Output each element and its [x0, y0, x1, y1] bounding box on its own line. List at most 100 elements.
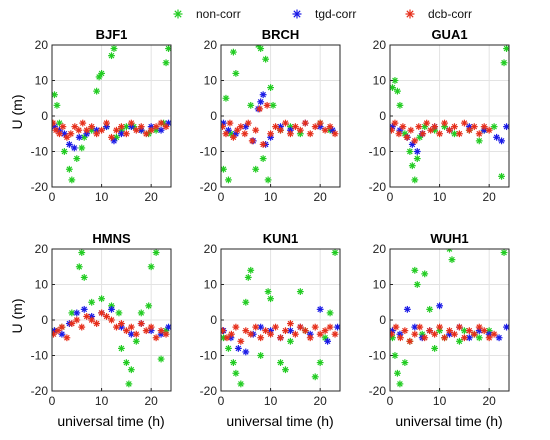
x-tick-label: 0: [218, 394, 225, 408]
point-dcb-corr: [287, 320, 294, 327]
x-tick-label: 10: [433, 190, 447, 204]
point-tgd-corr: [75, 133, 83, 141]
legend: non-corr tgd-corr dcb-corr: [173, 7, 472, 21]
point-dcb-corr: [475, 130, 483, 138]
x-tick-label: 20: [313, 394, 327, 408]
point-dcb-corr: [331, 130, 339, 138]
point-dcb-corr: [311, 123, 319, 131]
legend-marker-dcb-corr: [405, 9, 415, 19]
series-dcb-corr: [221, 101, 339, 148]
point-dcb-corr: [157, 327, 165, 335]
point-dcb-corr: [118, 123, 125, 131]
point-dcb-corr: [137, 320, 145, 327]
point-non-corr: [264, 288, 272, 295]
panel-gua1: GUA1 0 10 20 20 10 0 -10 -20: [369, 27, 510, 204]
point-non-corr: [145, 302, 153, 310]
point-non-corr: [396, 380, 404, 388]
panel-title: GUA1: [431, 27, 467, 42]
point-non-corr: [222, 94, 230, 102]
point-dcb-corr: [127, 323, 135, 331]
point-dcb-corr: [326, 323, 334, 331]
point-non-corr: [247, 266, 255, 274]
panel-title: WUH1: [430, 231, 468, 246]
point-dcb-corr: [446, 126, 453, 134]
point-dcb-corr: [252, 323, 260, 331]
y-tick-label: -20: [369, 384, 387, 398]
point-tgd-corr: [493, 133, 501, 141]
panel-brch: BRCH 0 10 20 20 10 0 -10 -20: [200, 27, 341, 204]
point-non-corr: [147, 263, 155, 271]
point-tgd-corr: [234, 345, 242, 352]
point-dcb-corr: [282, 327, 289, 335]
point-non-corr: [408, 162, 416, 170]
legend-marker-non-corr: [173, 9, 183, 19]
y-tick-label: 20: [204, 242, 218, 256]
point-dcb-corr: [470, 123, 478, 131]
point-non-corr: [431, 345, 439, 352]
legend-label-non-corr: non-corr: [196, 7, 241, 21]
point-non-corr: [152, 249, 160, 256]
point-dcb-corr: [331, 330, 339, 338]
series-dcb-corr: [390, 323, 498, 345]
point-non-corr: [122, 359, 130, 366]
y-tick-label: 20: [373, 38, 387, 52]
point-non-corr: [326, 309, 334, 317]
point-non-corr: [411, 176, 419, 184]
point-dcb-corr: [113, 126, 120, 134]
legend-entry-non-corr: non-corr: [173, 7, 241, 21]
y-tick-label: -20: [31, 180, 49, 194]
x-tick-label: 0: [387, 394, 394, 408]
point-dcb-corr: [287, 130, 294, 138]
point-non-corr: [396, 101, 404, 109]
x-tick-label: 20: [144, 394, 158, 408]
point-dcb-corr: [229, 133, 237, 141]
point-non-corr: [247, 101, 255, 109]
point-dcb-corr: [88, 123, 96, 131]
point-dcb-corr: [316, 119, 324, 127]
panel-kun1: KUN1 0 10 20 20 10 0 -10 -20: [200, 231, 341, 408]
legend-star-tgd-corr: [292, 9, 302, 19]
point-dcb-corr: [475, 323, 483, 331]
point-non-corr: [232, 369, 240, 377]
point-non-corr: [225, 345, 232, 352]
point-non-corr: [115, 309, 123, 317]
y-tick-label: 0: [210, 109, 217, 123]
point-tgd-corr: [436, 302, 443, 310]
point-non-corr: [95, 73, 103, 81]
point-dcb-corr: [223, 334, 231, 342]
series-non-corr: [221, 249, 339, 388]
point-non-corr: [232, 70, 240, 77]
point-non-corr: [475, 137, 483, 145]
point-tgd-corr: [108, 305, 115, 313]
point-dcb-corr: [93, 320, 101, 327]
point-dcb-corr: [411, 137, 419, 145]
point-non-corr: [60, 148, 68, 155]
point-non-corr: [498, 172, 505, 180]
point-non-corr: [229, 359, 237, 366]
point-dcb-corr: [321, 327, 329, 335]
point-dcb-corr: [391, 119, 399, 127]
point-dcb-corr: [78, 323, 86, 331]
point-dcb-corr: [395, 130, 403, 138]
legend-label-tgd-corr: tgd-corr: [315, 7, 356, 21]
point-dcb-corr: [63, 334, 71, 342]
point-dcb-corr: [113, 323, 120, 331]
point-dcb-corr: [301, 119, 309, 127]
point-non-corr: [257, 352, 265, 359]
point-dcb-corr: [399, 123, 407, 131]
point-non-corr: [282, 366, 289, 374]
point-non-corr: [78, 144, 86, 152]
point-dcb-corr: [241, 130, 249, 138]
point-non-corr: [252, 165, 260, 173]
point-dcb-corr: [226, 119, 234, 127]
point-dcb-corr: [221, 123, 226, 131]
point-non-corr: [394, 87, 401, 95]
point-dcb-corr: [257, 334, 265, 342]
legend-entry-dcb-corr: dcb-corr: [405, 7, 472, 21]
series-layer: [221, 45, 339, 184]
y-tick-label: 0: [41, 109, 48, 123]
point-tgd-corr: [242, 348, 250, 356]
point-non-corr: [242, 298, 250, 306]
point-dcb-corr: [416, 323, 424, 331]
point-non-corr: [125, 380, 133, 388]
